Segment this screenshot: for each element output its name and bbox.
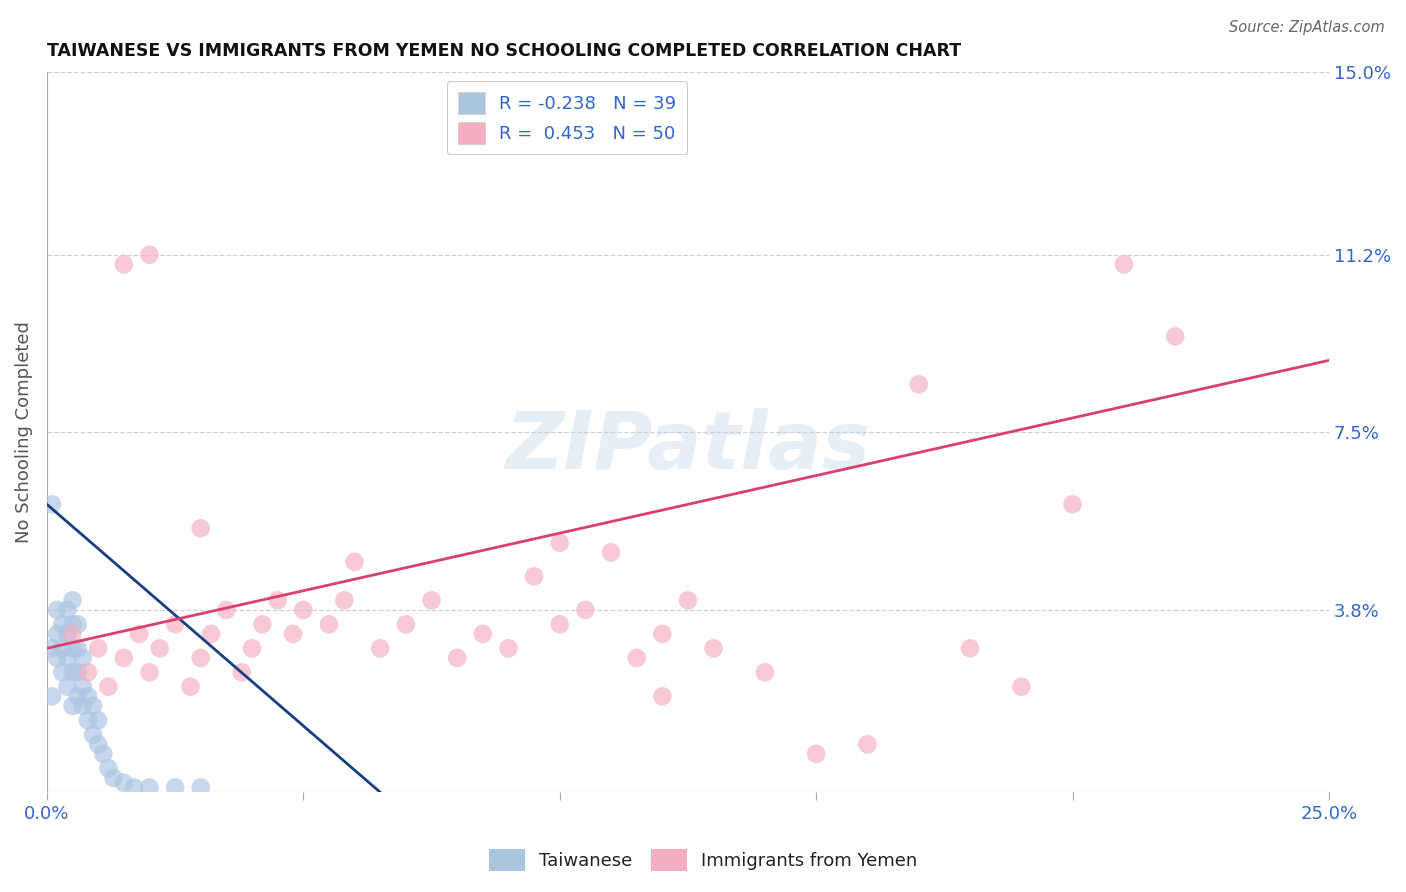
Point <box>676 593 699 607</box>
Point <box>190 521 212 535</box>
Point <box>72 651 94 665</box>
Point <box>128 627 150 641</box>
Point <box>165 617 187 632</box>
Point <box>112 651 135 665</box>
Point <box>62 617 84 632</box>
Point <box>498 641 520 656</box>
Point <box>318 617 340 632</box>
Point <box>77 665 100 680</box>
Point <box>41 641 63 656</box>
Point <box>103 771 125 785</box>
Legend: Taiwanese, Immigrants from Yemen: Taiwanese, Immigrants from Yemen <box>481 842 925 879</box>
Point <box>856 737 879 751</box>
Point <box>62 593 84 607</box>
Legend: R = -0.238   N = 39, R =  0.453   N = 50: R = -0.238 N = 39, R = 0.453 N = 50 <box>447 81 688 154</box>
Point <box>252 617 274 632</box>
Point <box>122 780 145 795</box>
Point <box>62 665 84 680</box>
Point <box>548 535 571 549</box>
Point <box>77 714 100 728</box>
Point <box>446 651 468 665</box>
Point <box>82 728 104 742</box>
Point <box>1062 497 1084 511</box>
Point <box>333 593 356 607</box>
Point <box>62 641 84 656</box>
Point <box>56 651 79 665</box>
Text: TAIWANESE VS IMMIGRANTS FROM YEMEN NO SCHOOLING COMPLETED CORRELATION CHART: TAIWANESE VS IMMIGRANTS FROM YEMEN NO SC… <box>46 42 962 60</box>
Point <box>46 603 69 617</box>
Point <box>77 690 100 704</box>
Point <box>51 617 73 632</box>
Point <box>190 780 212 795</box>
Point <box>62 627 84 641</box>
Point <box>72 680 94 694</box>
Point <box>907 377 929 392</box>
Point <box>292 603 315 617</box>
Point <box>138 248 160 262</box>
Point <box>754 665 776 680</box>
Point <box>574 603 596 617</box>
Point <box>66 641 89 656</box>
Point <box>56 603 79 617</box>
Point <box>56 680 79 694</box>
Point <box>112 257 135 271</box>
Point <box>240 641 263 656</box>
Point <box>138 780 160 795</box>
Point <box>281 627 304 641</box>
Point <box>1112 257 1135 271</box>
Point <box>91 747 114 761</box>
Point <box>626 651 648 665</box>
Point <box>82 698 104 713</box>
Point <box>651 627 673 641</box>
Point <box>548 617 571 632</box>
Point <box>149 641 172 656</box>
Point <box>165 780 187 795</box>
Point <box>420 593 443 607</box>
Point <box>62 698 84 713</box>
Point <box>1164 329 1187 343</box>
Point <box>651 690 673 704</box>
Point <box>46 627 69 641</box>
Point <box>266 593 288 607</box>
Point <box>72 698 94 713</box>
Point <box>66 665 89 680</box>
Point <box>200 627 222 641</box>
Text: ZIPatlas: ZIPatlas <box>505 408 870 486</box>
Point <box>215 603 238 617</box>
Point <box>66 617 89 632</box>
Point <box>471 627 494 641</box>
Text: Source: ZipAtlas.com: Source: ZipAtlas.com <box>1229 20 1385 35</box>
Point <box>959 641 981 656</box>
Point <box>112 775 135 789</box>
Point <box>1010 680 1032 694</box>
Point <box>395 617 418 632</box>
Point <box>46 651 69 665</box>
Point <box>87 641 110 656</box>
Point <box>97 761 120 775</box>
Point <box>41 690 63 704</box>
Point <box>97 680 120 694</box>
Point <box>703 641 725 656</box>
Point <box>87 737 110 751</box>
Point <box>368 641 391 656</box>
Point <box>138 665 160 680</box>
Y-axis label: No Schooling Completed: No Schooling Completed <box>15 321 32 543</box>
Point <box>600 545 623 559</box>
Point <box>66 690 89 704</box>
Point <box>87 714 110 728</box>
Point <box>56 627 79 641</box>
Point <box>231 665 253 680</box>
Point <box>41 497 63 511</box>
Point <box>343 555 366 569</box>
Point <box>523 569 546 583</box>
Point <box>190 651 212 665</box>
Point <box>804 747 827 761</box>
Point <box>51 665 73 680</box>
Point <box>179 680 201 694</box>
Point <box>51 641 73 656</box>
